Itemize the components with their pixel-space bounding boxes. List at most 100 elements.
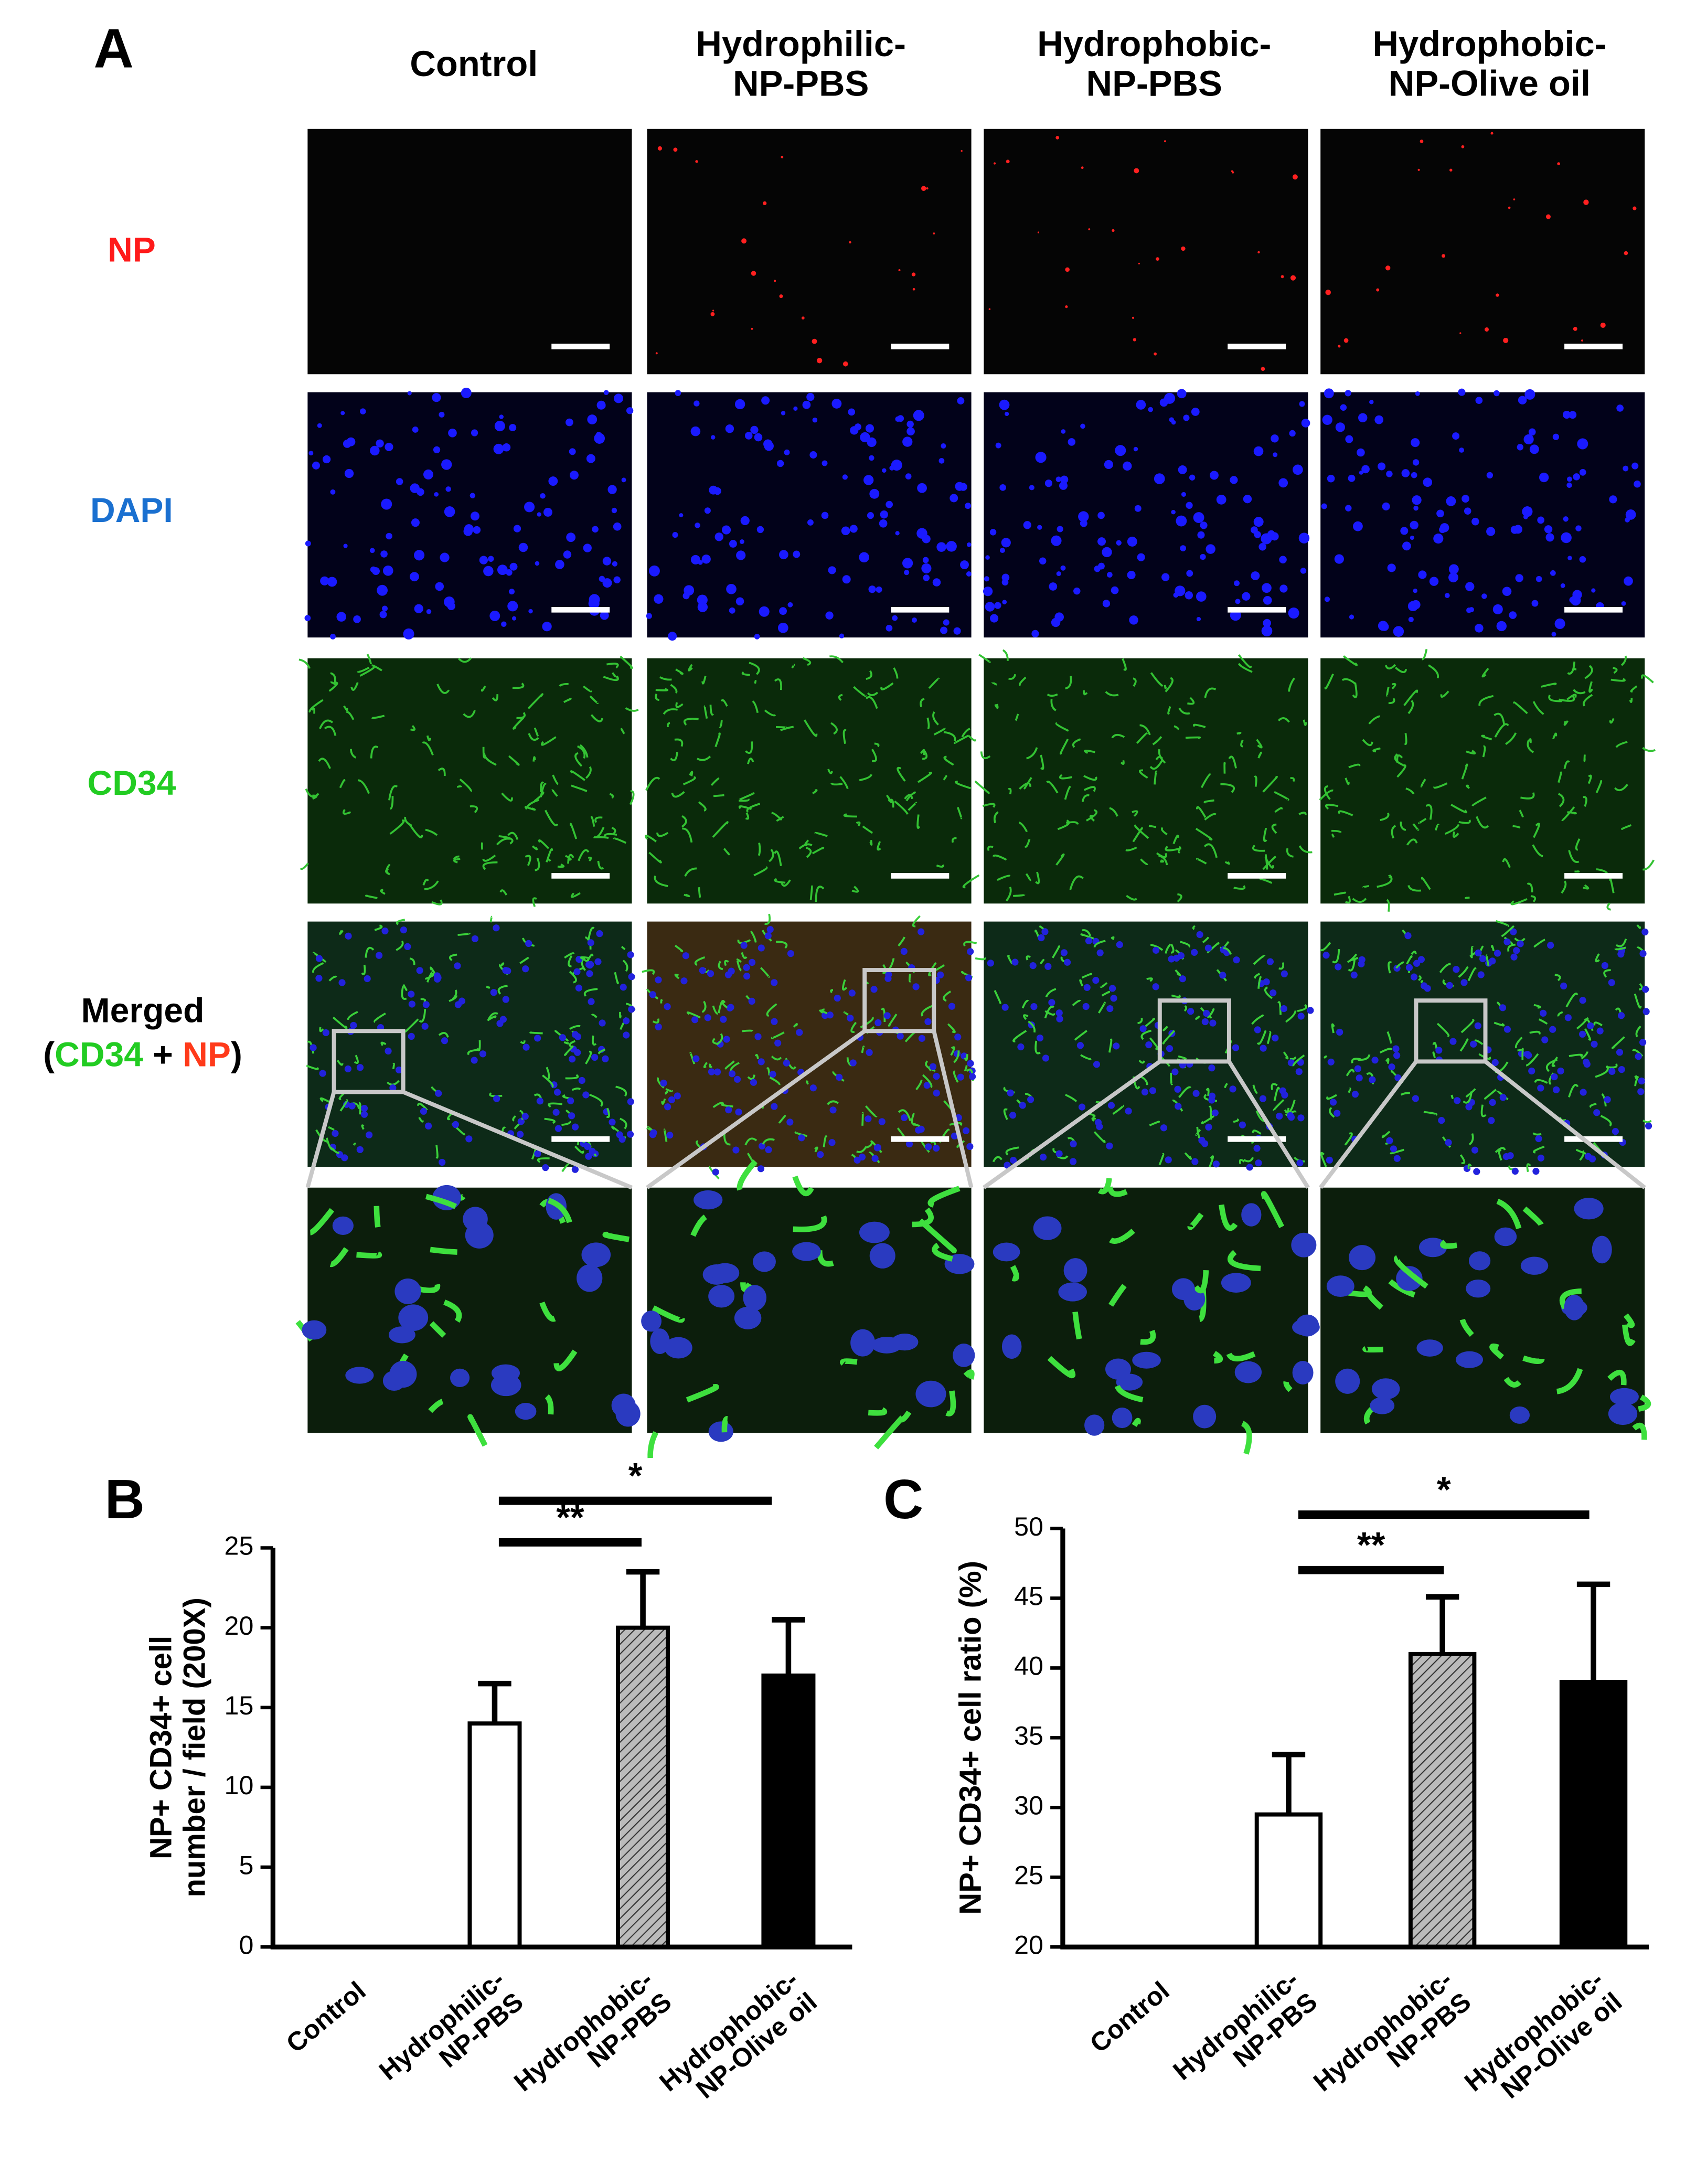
vessel [324, 726, 337, 736]
nucleus [1424, 985, 1431, 992]
nucleus [1291, 1232, 1317, 1258]
micrograph [304, 388, 634, 640]
vessel [745, 812, 750, 820]
speck [763, 201, 767, 206]
nucleus [1345, 435, 1353, 443]
nucleus [414, 604, 423, 613]
zoom-box [1414, 998, 1488, 1064]
nucleus [1412, 459, 1420, 466]
nucleus [1261, 625, 1273, 637]
vessel [1024, 839, 1031, 848]
vessel [458, 1194, 466, 1201]
nucleus [1102, 547, 1112, 558]
nucleus [1266, 958, 1274, 965]
vessel [909, 974, 911, 983]
nucleus [863, 475, 874, 485]
micrograph-bg [307, 392, 632, 638]
vessel [1478, 695, 1494, 706]
vessel [1325, 804, 1339, 810]
speck [1624, 251, 1628, 255]
nucleus [821, 512, 829, 519]
nucleus [1623, 465, 1629, 472]
nucleus [1209, 1019, 1217, 1027]
vessel [1344, 1132, 1353, 1146]
nucleus [1092, 977, 1100, 984]
nucleus [1466, 608, 1472, 613]
nucleus [592, 526, 599, 533]
vessel [792, 1175, 814, 1197]
nucleus [1326, 1275, 1354, 1297]
vessel [1507, 943, 1516, 952]
vessel [722, 1000, 728, 1009]
vessel [525, 799, 539, 810]
vessel [1385, 1058, 1390, 1064]
vessel [1423, 1111, 1437, 1116]
vessel [553, 1349, 578, 1371]
nucleus [1132, 1351, 1161, 1369]
nucleus [933, 1072, 940, 1080]
speck [1417, 168, 1420, 171]
vessel [1319, 789, 1334, 801]
error-bar [1425, 1594, 1459, 1654]
vessel [1365, 1291, 1383, 1310]
y-tick-label: 0 [239, 1930, 253, 1959]
panel-label: B [105, 1468, 145, 1530]
y-tick-label: 35 [1014, 1721, 1043, 1751]
vessel [620, 728, 625, 734]
vessel [569, 971, 577, 984]
error-bar [772, 1617, 805, 1676]
vessel [1228, 755, 1237, 769]
nucleus [1141, 1088, 1149, 1096]
nucleus [1547, 942, 1554, 949]
vessel [964, 1065, 968, 1071]
vessel [420, 998, 426, 1003]
nucleus [1154, 473, 1165, 484]
vessel [1632, 1423, 1647, 1440]
vessel [721, 1415, 729, 1433]
vessel [1338, 810, 1353, 816]
nucleus [417, 488, 424, 496]
nucleus [1340, 404, 1347, 411]
vessel [1034, 1040, 1041, 1054]
nucleus [522, 965, 529, 973]
nucleus [901, 1114, 908, 1122]
nucleus [628, 973, 635, 981]
vessel [762, 1138, 775, 1145]
nucleus [1097, 537, 1106, 546]
vessel [1105, 691, 1119, 697]
nucleus [774, 1039, 782, 1047]
nucleus [1186, 502, 1193, 509]
vessel [1459, 1318, 1474, 1337]
nucleus [1137, 553, 1145, 561]
vessel [1261, 1191, 1284, 1228]
nucleus [1060, 949, 1068, 956]
nucleus [1107, 1102, 1115, 1109]
nucleus [727, 1004, 734, 1011]
vessel [1573, 689, 1586, 695]
vessel [1158, 749, 1166, 764]
nucleus [1297, 1013, 1305, 1020]
nucleus [1345, 390, 1351, 397]
vessel [1346, 1069, 1355, 1077]
vessel [1273, 1099, 1285, 1112]
vessel [805, 847, 812, 858]
vessel [865, 696, 878, 709]
nucleus [1279, 1087, 1286, 1094]
micrographs [295, 129, 1656, 1458]
nucleus [701, 555, 711, 564]
nucleus [1189, 474, 1196, 481]
vessel [709, 1063, 713, 1068]
nucleus [408, 990, 415, 998]
nucleus [960, 560, 969, 569]
vessel [501, 792, 513, 802]
nucleus [490, 1374, 521, 1397]
vessel [1388, 1279, 1416, 1298]
nucleus [588, 998, 595, 1005]
vessel [1390, 1148, 1404, 1155]
nucleus [595, 432, 602, 438]
zoom-line [1227, 1060, 1310, 1189]
nucleus [834, 994, 841, 1002]
vessel [419, 1009, 426, 1023]
nucleus [842, 575, 851, 584]
speck [801, 316, 805, 320]
